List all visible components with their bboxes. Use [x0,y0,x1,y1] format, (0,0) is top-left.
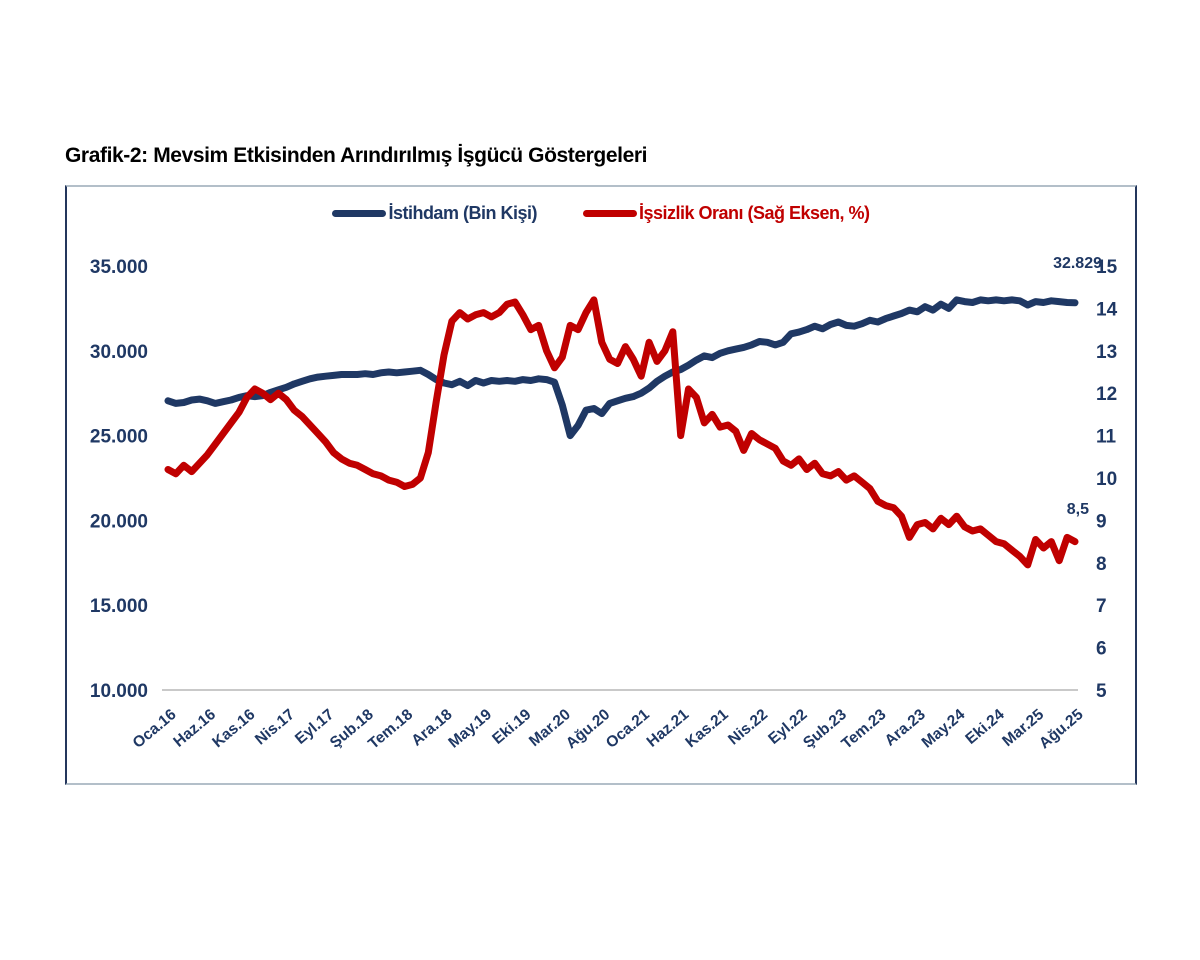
employment-line-swatch [332,210,387,217]
legend-item-unemployment: İşsizlik Oranı (Sağ Eksen, %) [582,203,870,224]
chart-legend: İstihdam (Bin Kişi) İşsizlik Oranı (Sağ … [65,203,1137,224]
legend-item-employment: İstihdam (Bin Kişi) [332,203,537,224]
unemployment-end-value-label: 8,5 [1066,501,1089,518]
unemployment-line-swatch [582,210,637,217]
chart-title: Grafik-2: Mevsim Etkisinden Arındırılmış… [65,144,648,167]
legend-label-employment: İstihdam (Bin Kişi) [388,203,537,223]
chart-plot-area [65,185,1137,785]
legend-label-unemployment: İşsizlik Oranı (Sağ Eksen, %) [638,203,870,223]
employment-end-value-label: 32.829 [1053,255,1102,272]
